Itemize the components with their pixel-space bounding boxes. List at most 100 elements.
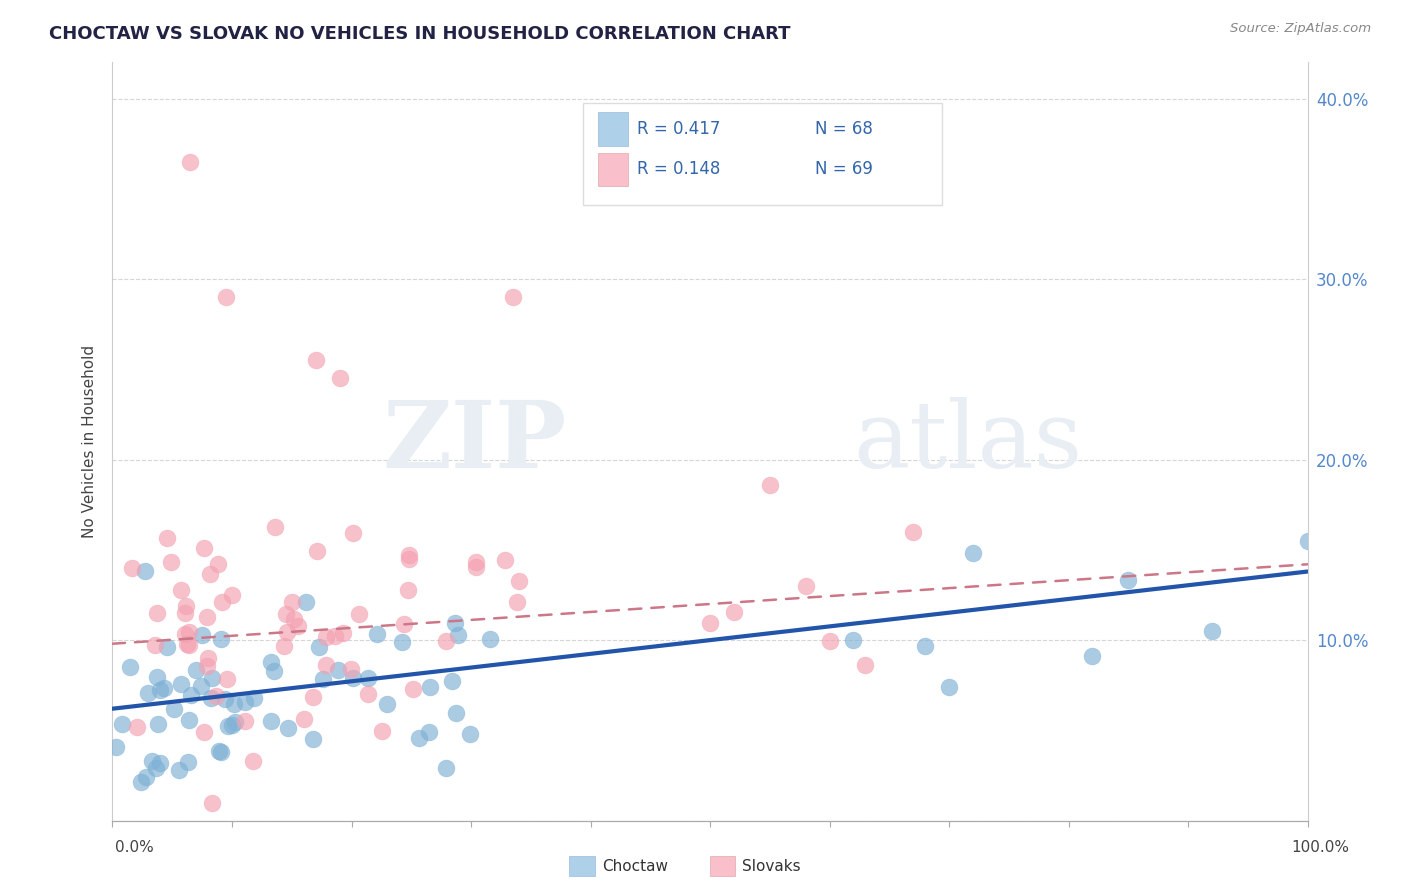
Point	[233, 696, 256, 710]
Point	[398, 552, 420, 566]
Point	[174, 599, 197, 614]
Point	[458, 727, 481, 741]
Point	[315, 630, 337, 644]
Point	[277, 721, 299, 735]
Point	[357, 687, 380, 701]
Text: R = 0.417: R = 0.417	[637, 120, 720, 138]
Point	[1118, 573, 1140, 587]
Point	[131, 774, 153, 789]
Text: Choctaw: Choctaw	[602, 859, 668, 873]
Point	[401, 681, 423, 696]
Point	[214, 692, 236, 706]
Point	[276, 624, 298, 639]
Point	[169, 677, 191, 691]
Point	[329, 371, 352, 385]
Point	[302, 732, 325, 747]
Text: Slovaks: Slovaks	[742, 859, 801, 873]
Point	[148, 717, 170, 731]
Point	[136, 686, 159, 700]
Point	[233, 714, 256, 729]
Point	[215, 290, 238, 304]
Point	[217, 719, 239, 733]
Point	[444, 615, 467, 630]
Point	[259, 714, 281, 728]
Point	[366, 626, 388, 640]
Point	[440, 673, 463, 688]
Point	[170, 583, 193, 598]
Point	[287, 619, 309, 633]
Point	[302, 690, 325, 704]
Point	[295, 595, 318, 609]
Point	[396, 583, 419, 598]
Point	[242, 691, 264, 706]
Point	[855, 658, 877, 673]
Point	[111, 716, 134, 731]
Point	[153, 681, 176, 696]
Point	[197, 651, 219, 665]
Text: Source: ZipAtlas.com: Source: ZipAtlas.com	[1230, 22, 1371, 36]
Text: 0.0%: 0.0%	[115, 840, 155, 855]
Point	[292, 712, 315, 726]
Point	[177, 713, 200, 727]
Point	[149, 756, 172, 770]
Point	[903, 525, 925, 540]
Point	[312, 672, 335, 686]
Point	[962, 546, 984, 560]
Point	[221, 718, 243, 732]
Point	[146, 670, 169, 684]
Point	[323, 629, 346, 643]
Point	[224, 715, 246, 730]
Text: ZIP: ZIP	[382, 397, 567, 486]
Point	[156, 640, 179, 655]
Point	[242, 754, 264, 768]
Point	[177, 624, 200, 639]
Point	[1081, 649, 1104, 664]
Text: atlas: atlas	[853, 397, 1083, 486]
Point	[419, 680, 441, 694]
Point	[167, 763, 190, 777]
Point	[315, 657, 337, 672]
Point	[391, 635, 413, 649]
Point	[263, 519, 285, 533]
Point	[163, 702, 186, 716]
Point	[120, 660, 142, 674]
Point	[479, 632, 502, 646]
Point	[447, 628, 470, 642]
Point	[205, 689, 228, 703]
Text: CHOCTAW VS SLOVAK NO VEHICLES IN HOUSEHOLD CORRELATION CHART: CHOCTAW VS SLOVAK NO VEHICLES IN HOUSEHO…	[49, 25, 790, 43]
Point	[221, 588, 243, 602]
Point	[176, 637, 198, 651]
Point	[842, 632, 865, 647]
Point	[281, 595, 304, 609]
Point	[375, 697, 398, 711]
Point	[207, 557, 229, 571]
Point	[347, 607, 370, 621]
Point	[195, 610, 218, 624]
Point	[104, 740, 127, 755]
Text: 100.0%: 100.0%	[1292, 840, 1350, 855]
Point	[759, 478, 782, 492]
Point	[209, 745, 232, 759]
Point	[508, 574, 530, 588]
Point	[1201, 624, 1223, 638]
Point	[211, 594, 233, 608]
Point	[215, 673, 238, 687]
Point	[436, 634, 458, 648]
Point	[506, 595, 529, 609]
Point	[394, 617, 416, 632]
Point	[818, 634, 841, 648]
Point	[193, 725, 215, 739]
Point	[174, 606, 197, 620]
Point	[201, 796, 224, 810]
Point	[342, 526, 364, 541]
Point	[179, 154, 201, 169]
Point	[260, 655, 283, 669]
Point	[283, 612, 305, 626]
Point	[494, 553, 516, 567]
Point	[201, 671, 224, 685]
Point	[184, 664, 207, 678]
Point	[699, 616, 721, 631]
Point	[190, 679, 212, 693]
Point	[502, 290, 524, 304]
Point	[134, 565, 156, 579]
